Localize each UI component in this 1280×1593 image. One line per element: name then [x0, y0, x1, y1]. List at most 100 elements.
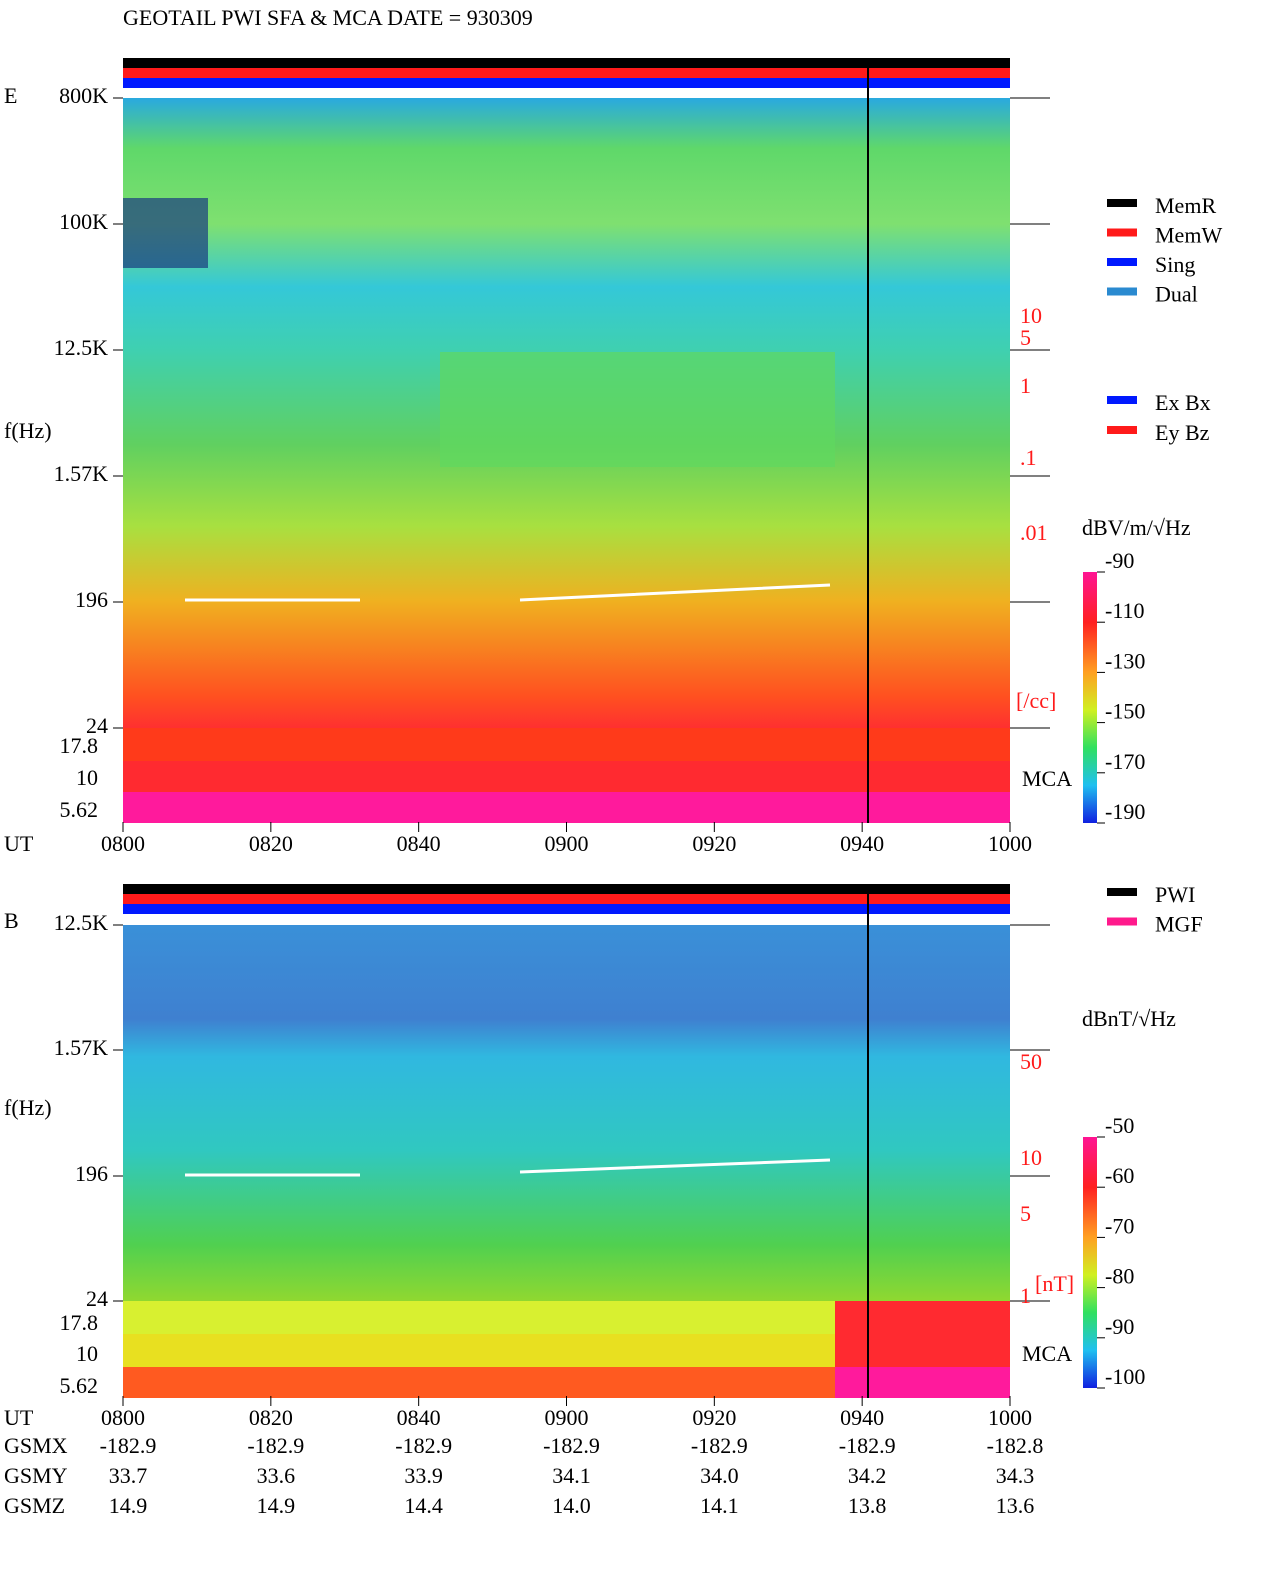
y-tick-label: 17.8: [60, 733, 99, 758]
x-tick-label: 0900: [545, 1405, 589, 1430]
x-tick-label: 0840: [397, 1405, 441, 1430]
legend-swatch: [1107, 917, 1137, 926]
y-tick-label: 17.8: [60, 1310, 99, 1335]
scale-tick-label: 5: [1020, 325, 1031, 350]
scale-unit: [nT]: [1035, 1271, 1074, 1296]
colorbar-unit: dBV/m/√Hz: [1082, 515, 1191, 540]
orbit-value: 14.4: [404, 1493, 443, 1518]
mca-band: [835, 1301, 1010, 1367]
y-tick-label: 10: [76, 765, 98, 790]
mca-label: MCA: [1022, 766, 1072, 791]
x-tick-label: 0920: [692, 1405, 736, 1430]
panel-label: B: [4, 908, 19, 933]
title: GEOTAIL PWI SFA & MCA DATE = 930309: [123, 5, 533, 30]
y-tick-label: 1.57K: [54, 461, 109, 486]
x-axis-label: UT: [4, 1405, 34, 1430]
scale-unit: [/cc]: [1016, 688, 1056, 713]
y-tick-label: 1.57K: [54, 1035, 109, 1060]
legend-label: MemR: [1155, 193, 1216, 218]
orbit-value: 33.7: [109, 1463, 148, 1488]
orbit-value: 14.1: [700, 1493, 739, 1518]
orbit-value: 33.9: [404, 1463, 443, 1488]
orbit-value: 13.6: [996, 1493, 1035, 1518]
orbit-value: 33.6: [257, 1463, 296, 1488]
legend-label: Ey Bz: [1155, 420, 1210, 445]
legend-swatch: [1107, 287, 1137, 296]
legend-label: Ex Bx: [1155, 390, 1211, 415]
x-tick-label: 1000: [988, 1405, 1032, 1430]
spectrogram-feature: [440, 352, 835, 467]
legend-label: MGF: [1155, 912, 1203, 937]
legend-label: Dual: [1155, 282, 1198, 307]
panel-label: E: [4, 83, 17, 108]
status-bar: [123, 894, 1010, 904]
legend-swatch: [1107, 396, 1137, 404]
x-tick-label: 0820: [249, 831, 293, 856]
orbit-value: 34.0: [700, 1463, 739, 1488]
legend-label: Sing: [1155, 252, 1195, 277]
orbit-value: 34.2: [848, 1463, 887, 1488]
scale-tick-label: .01: [1020, 520, 1048, 545]
mca-band: [123, 728, 1010, 761]
colorbar-tick-label: -100: [1105, 1364, 1145, 1389]
orbit-label: GSMZ: [4, 1493, 65, 1518]
orbit-value: -182.9: [247, 1433, 304, 1458]
status-bar: [123, 78, 1010, 88]
colorbar: [1083, 572, 1097, 823]
colorbar-tick-label: -70: [1105, 1213, 1134, 1238]
legend-label: MemW: [1155, 223, 1222, 248]
y-tick-label: 196: [75, 1161, 108, 1186]
x-tick-label: 0820: [249, 1405, 293, 1430]
y-tick-label: 196: [75, 587, 108, 612]
colorbar-tick-label: -130: [1105, 648, 1145, 673]
y-tick-label: 24: [86, 1286, 108, 1311]
x-tick-label: 1000: [988, 831, 1032, 856]
scale-tick-label: 1: [1020, 1283, 1031, 1308]
legend-swatch: [1107, 426, 1137, 434]
y-tick-label: 800K: [59, 83, 108, 108]
orbit-value: -182.9: [691, 1433, 748, 1458]
x-tick-label: 0840: [397, 831, 441, 856]
colorbar-tick-label: -90: [1105, 1314, 1134, 1339]
colorbar-unit: dBnT/√Hz: [1082, 1006, 1176, 1031]
orbit-value: -182.8: [987, 1433, 1044, 1458]
colorbar: [1083, 1137, 1097, 1388]
legend-swatch: [1107, 258, 1137, 266]
scale-tick-label: 1: [1020, 373, 1031, 398]
colorbar-tick-label: -110: [1105, 598, 1145, 623]
x-tick-label: 0800: [101, 831, 145, 856]
scale-tick-label: 5: [1020, 1201, 1031, 1226]
colorbar-tick-label: -170: [1105, 749, 1145, 774]
y-tick-label: 24: [86, 713, 108, 738]
y-tick-label: 5.62: [60, 1373, 99, 1398]
colorbar-tick-label: -50: [1105, 1113, 1134, 1138]
mca-band: [123, 792, 1010, 823]
y-tick-label: 5.62: [60, 797, 99, 822]
orbit-value: -182.9: [395, 1433, 452, 1458]
orbit-value: 14.9: [109, 1493, 148, 1518]
colorbar-tick-label: -60: [1105, 1163, 1134, 1188]
colorbar-tick-label: -90: [1105, 548, 1134, 573]
mca-label: MCA: [1022, 1341, 1072, 1366]
x-tick-label: 0920: [692, 831, 736, 856]
status-bar: [123, 904, 1010, 914]
y-axis-label: f(Hz): [4, 1095, 52, 1120]
colorbar-tick-label: -190: [1105, 799, 1145, 824]
mca-band: [123, 761, 1010, 792]
y-tick-label: 12.5K: [54, 910, 109, 935]
x-tick-label: 0940: [840, 831, 884, 856]
legend-swatch: [1107, 199, 1137, 207]
trace: [185, 1158, 831, 1177]
orbit-value: 13.8: [848, 1493, 887, 1518]
orbit-value: -182.9: [839, 1433, 896, 1458]
x-tick-label: 0940: [840, 1405, 884, 1430]
orbit-label: GSMY: [4, 1463, 68, 1488]
x-tick-label: 0900: [545, 831, 589, 856]
status-bar: [123, 884, 1010, 894]
y-tick-label: 12.5K: [54, 335, 109, 360]
x-axis-label: UT: [4, 831, 34, 856]
colorbar-tick-label: -80: [1105, 1264, 1134, 1289]
orbit-value: 14.9: [257, 1493, 296, 1518]
trace: [185, 583, 831, 602]
